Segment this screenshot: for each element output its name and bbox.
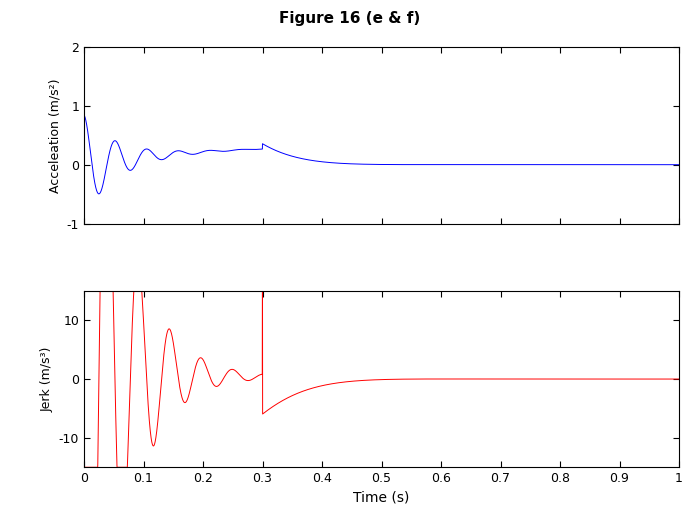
Text: Figure 16 (e & f): Figure 16 (e & f) xyxy=(279,10,421,26)
X-axis label: Time (s): Time (s) xyxy=(354,491,410,505)
Y-axis label: Jerk (m/s³): Jerk (m/s³) xyxy=(40,346,53,412)
Y-axis label: Acceleation (m/s²): Acceleation (m/s²) xyxy=(48,78,61,193)
